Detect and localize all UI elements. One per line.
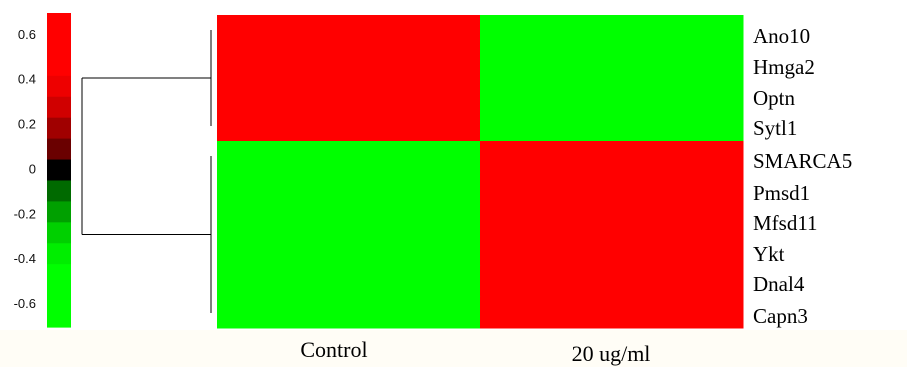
colorbar-tick-label: -0.4 bbox=[14, 251, 36, 266]
column-label: Control bbox=[300, 337, 367, 362]
heatmap-cell bbox=[480, 296, 744, 329]
colorbar-tick-label: -0.2 bbox=[14, 206, 36, 221]
colorbar bbox=[47, 13, 71, 328]
row-labels: Ano10 Hmga2 Optn Sytl1 SMARCA5 Pmsd1 Mfsd11 Ykt… bbox=[753, 24, 852, 328]
heatmap-cell bbox=[217, 172, 481, 204]
heatmap-cell bbox=[217, 234, 481, 267]
colorbar-tick-label: 0.6 bbox=[18, 27, 36, 42]
heatmap-cell bbox=[480, 234, 744, 267]
heatmap-cell bbox=[480, 265, 744, 298]
colorbar-segment bbox=[47, 54, 71, 77]
row-label: Hmga2 bbox=[753, 55, 815, 79]
colorbar-tick-label: -0.6 bbox=[14, 296, 36, 311]
heatmap-cell bbox=[217, 141, 481, 173]
heatmap-cell bbox=[217, 46, 481, 79]
colorbar-segment bbox=[47, 13, 71, 35]
heatmap-cell bbox=[480, 172, 744, 204]
colorbar-segment bbox=[47, 75, 71, 98]
heatmap-cell bbox=[480, 109, 744, 142]
heatmap-cell bbox=[217, 109, 481, 142]
column-label: 20 ug/ml bbox=[572, 341, 651, 366]
colorbar-segment bbox=[47, 180, 71, 202]
row-label: Ykt bbox=[753, 242, 785, 266]
heatmap-cells bbox=[217, 15, 744, 329]
heatmap-cell bbox=[480, 46, 744, 79]
colorbar-segment bbox=[47, 117, 71, 140]
row-label: SMARCA5 bbox=[753, 149, 852, 173]
colorbar-segment bbox=[47, 306, 71, 328]
column-labels: Control 20 ug/ml bbox=[300, 337, 650, 366]
row-label: Mfsd11 bbox=[753, 211, 818, 235]
colorbar-segment bbox=[47, 222, 71, 244]
colorbar-segment bbox=[47, 138, 71, 161]
heatmap-cell bbox=[480, 15, 744, 47]
colorbar-segment bbox=[47, 201, 71, 223]
colorbar-tick-label: 0 bbox=[29, 161, 36, 176]
heatmap-cell bbox=[217, 78, 481, 110]
heatmap-cell bbox=[217, 15, 481, 47]
heatmap-cell bbox=[217, 203, 481, 235]
colorbar-segment bbox=[47, 285, 71, 307]
colorbar-tick-label: 0.4 bbox=[18, 72, 36, 87]
heatmap-cell bbox=[480, 78, 744, 110]
row-label: Ano10 bbox=[753, 24, 810, 48]
row-label: Dnal4 bbox=[753, 272, 805, 296]
row-label: Capn3 bbox=[753, 304, 808, 328]
colorbar-segment bbox=[47, 264, 71, 286]
colorbar-segment bbox=[47, 159, 71, 182]
heatmap-cell bbox=[217, 265, 481, 298]
row-label: Pmsd1 bbox=[753, 181, 810, 205]
row-label: Optn bbox=[753, 86, 796, 110]
row-label: Sytl1 bbox=[753, 116, 797, 140]
colorbar-tick-label: 0.2 bbox=[18, 117, 36, 132]
colorbar-segment bbox=[47, 96, 71, 119]
colorbar-segment bbox=[47, 243, 71, 265]
dendrogram bbox=[81, 30, 212, 313]
heatmap-cell bbox=[217, 296, 481, 329]
colorbar-ticks: 0.6 0.4 0.2 0 -0.2 -0.4 -0.6 bbox=[14, 27, 36, 311]
colorbar-segment bbox=[47, 33, 71, 56]
heatmap-cell bbox=[480, 203, 744, 235]
bottom-band bbox=[0, 330, 907, 367]
heatmap-cell bbox=[480, 141, 744, 173]
